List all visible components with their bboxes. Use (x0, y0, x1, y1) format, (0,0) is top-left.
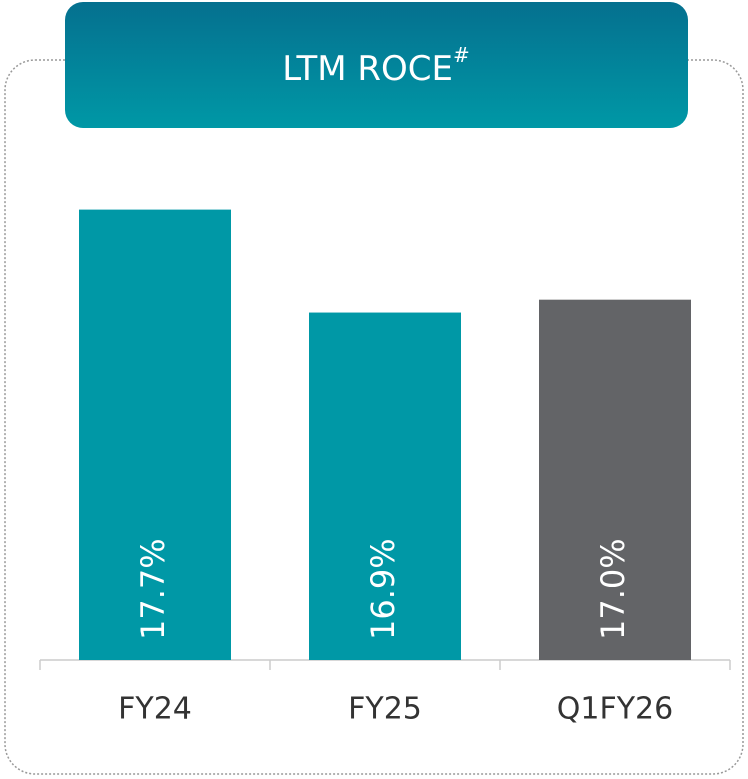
bar (79, 209, 231, 660)
bar (309, 312, 461, 660)
header (65, 2, 688, 128)
x-tick-label: FY25 (348, 692, 422, 727)
x-tick-label: Q1FY26 (557, 692, 673, 727)
chart-title: LTM ROCE# (282, 43, 470, 89)
panel-border (4, 59, 744, 775)
value-label: 16.9% (364, 538, 402, 640)
x-tick-label: FY24 (118, 692, 192, 727)
title-text: LTM ROCE (282, 49, 453, 89)
title-superscript: # (453, 43, 470, 67)
value-label: 17.0% (594, 538, 632, 640)
bar (539, 299, 691, 660)
value-label: 17.7% (134, 538, 172, 640)
